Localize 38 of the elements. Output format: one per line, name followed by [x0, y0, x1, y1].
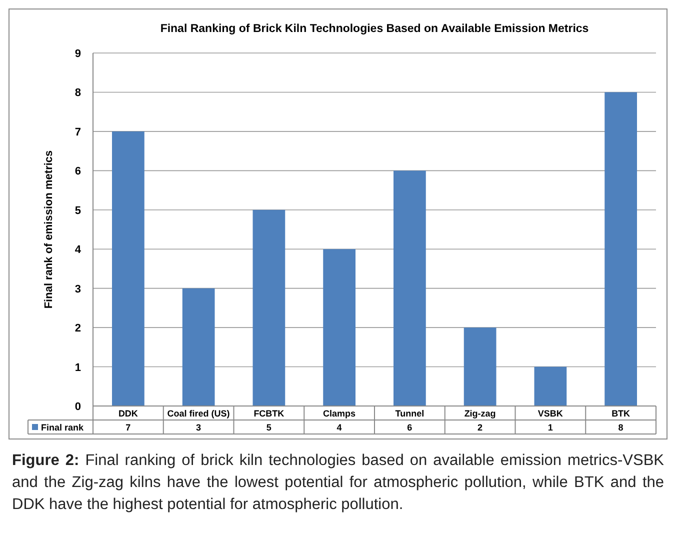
data-label: 4 — [336, 422, 342, 432]
bar — [394, 170, 426, 406]
x-tick-label: VSBK — [538, 408, 564, 418]
data-label: 2 — [478, 422, 483, 432]
bar — [112, 131, 144, 406]
chart-title: Final Ranking of Brick Kiln Technologies Based on Available Emission Metrics — [160, 23, 589, 35]
y-axis-title: Final rank of emission metrics — [43, 150, 55, 309]
legend-label: Final rank — [41, 422, 85, 432]
x-tick-label: FCBTK — [254, 408, 285, 418]
bar — [534, 366, 567, 406]
y-tick-label: 0 — [74, 401, 81, 413]
caption: Figure 2: Final ranking of brick kiln technologies based on available emission metrics-VSBK and the Zig-zag kilns have the lowest potential for atmospheric pollution, while BTK and the DDK have the highest potential for atmospheric pollution. — [12, 451, 664, 515]
x-tick-label: DDK — [118, 408, 138, 418]
x-tick-label: Zig-zag — [464, 408, 496, 418]
y-tick-label: 9 — [74, 48, 81, 60]
data-label: 1 — [548, 422, 553, 432]
y-tick-label: 5 — [74, 204, 81, 217]
data-label: 3 — [196, 422, 202, 432]
data-label: 5 — [266, 422, 272, 432]
y-tick-label: 6 — [74, 166, 81, 178]
x-tick-label: Tunnel — [395, 408, 424, 418]
y-tick-label: 2 — [74, 322, 81, 335]
bar — [182, 288, 215, 406]
y-tick-label: 8 — [74, 87, 81, 100]
bar — [252, 210, 286, 406]
y-tick-label: 7 — [74, 126, 81, 138]
y-tick-label: 3 — [74, 283, 81, 296]
y-tick-label: 4 — [74, 244, 82, 256]
data-label: 8 — [618, 422, 624, 432]
x-tick-label: BTK — [612, 408, 631, 418]
bar — [604, 92, 637, 406]
x-tick-label: Clamps — [323, 408, 356, 418]
data-label: 6 — [407, 422, 412, 432]
y-tick-label: 1 — [74, 362, 81, 374]
x-tick-label: Coal fired (US) — [167, 408, 230, 418]
bar — [464, 328, 496, 406]
data-label: 7 — [126, 422, 131, 432]
bar — [323, 249, 356, 406]
